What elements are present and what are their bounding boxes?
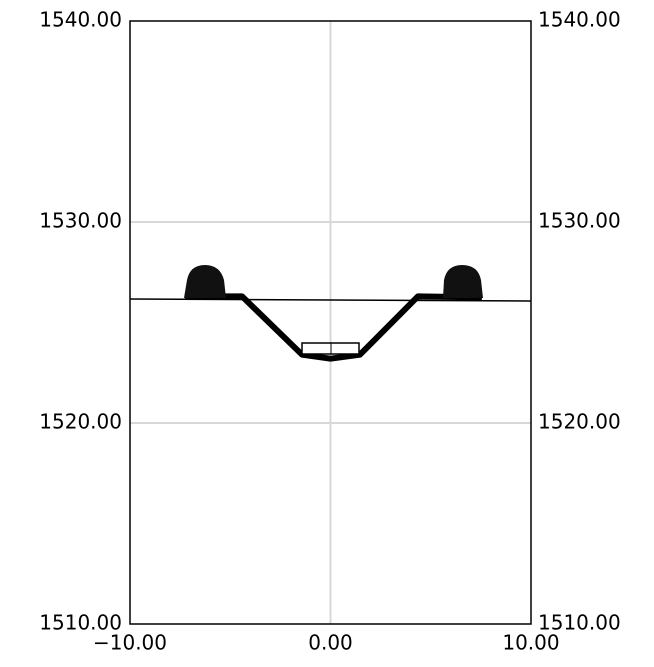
x-tick-label: 10.00 bbox=[502, 631, 559, 655]
y-tick-label-right: 1510.00 bbox=[538, 611, 621, 635]
x-tick-label: 0.00 bbox=[308, 631, 353, 655]
profile-line bbox=[184, 293, 482, 362]
y-tick-label: 1530.00 bbox=[39, 209, 122, 233]
y-tick-label: 1520.00 bbox=[39, 410, 122, 434]
plot-frame bbox=[129, 20, 532, 625]
labels: 1510.00 1510.00 1520.00 1520.00 1530.00 1530.… bbox=[39, 8, 620, 655]
y-tick-label-right: 1530.00 bbox=[538, 209, 621, 233]
x-tick-label: −10.00 bbox=[93, 631, 167, 655]
spoil-mound bbox=[443, 265, 483, 298]
series-layer bbox=[129, 293, 532, 362]
y-tick-label-right: 1520.00 bbox=[538, 410, 621, 434]
y-tick-label: 1510.00 bbox=[39, 611, 122, 635]
grid bbox=[130, 21, 531, 624]
y-tick-label-right: 1540.00 bbox=[538, 8, 621, 32]
y-tick-label: 1540.00 bbox=[39, 8, 122, 32]
spoil-mound bbox=[184, 265, 226, 298]
